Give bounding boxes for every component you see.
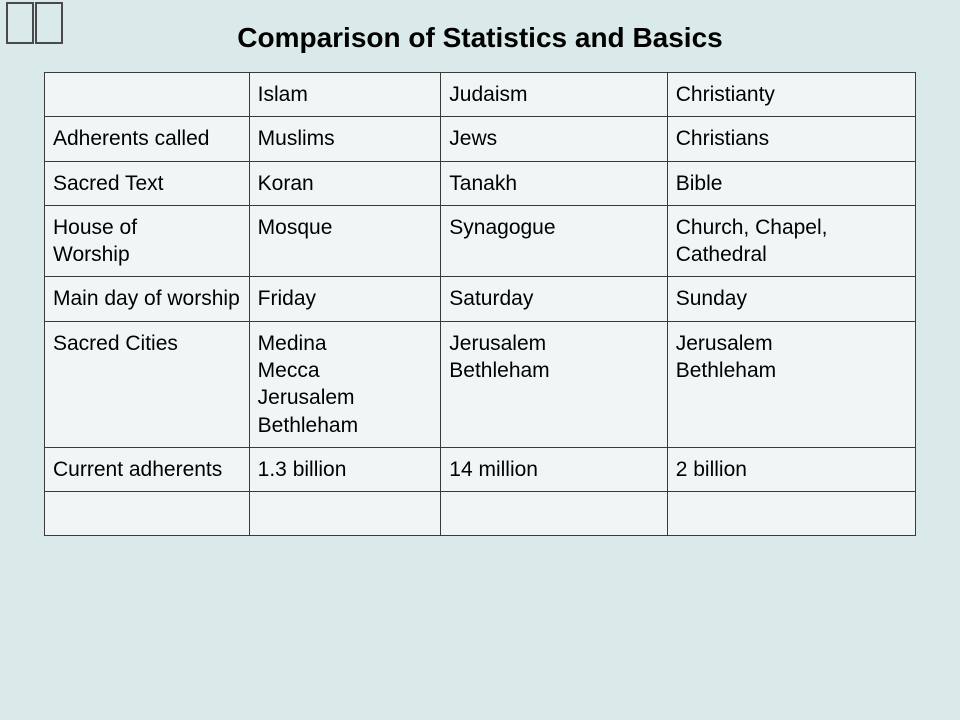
header-islam: Islam [249,73,441,117]
header-empty [45,73,250,117]
cell [667,492,915,536]
cell: Muslims [249,117,441,161]
cell: 14 million [441,447,667,491]
table-row: Adherents called Muslims Jews Christians [45,117,916,161]
cell: Tanakh [441,161,667,205]
header-christianity: Christianty [667,73,915,117]
cell [441,492,667,536]
row-label: Sacred Text [45,161,250,205]
table-row-empty [45,492,916,536]
cell: Saturday [441,277,667,321]
cell: Friday [249,277,441,321]
table-row: House of Worship Mosque Synagogue Church… [45,205,916,277]
cell [45,492,250,536]
cell: Sunday [667,277,915,321]
row-label: Adherents called [45,117,250,161]
table-row: Main day of worship Friday Saturday Sund… [45,277,916,321]
table-header-row: Islam Judaism Christianty [45,73,916,117]
comparison-table-container: Islam Judaism Christianty Adherents call… [0,72,960,536]
cell: Jerusalem Bethleham [667,321,915,447]
header-judaism: Judaism [441,73,667,117]
cell: Synagogue [441,205,667,277]
cell: Bible [667,161,915,205]
cell: Mosque [249,205,441,277]
table-row: Sacred Cities Medina Mecca Jerusalem Bet… [45,321,916,447]
table-row: Sacred Text Koran Tanakh Bible [45,161,916,205]
cell: Jews [441,117,667,161]
cell: Koran [249,161,441,205]
cell: Jerusalem Bethleham [441,321,667,447]
row-label: Sacred Cities [45,321,250,447]
cell [249,492,441,536]
cell: 1.3 billion [249,447,441,491]
cell: Medina Mecca Jerusalem Bethleham [249,321,441,447]
row-label: Main day of worship [45,277,250,321]
page-title: Comparison of Statistics and Basics [0,0,960,72]
comparison-table: Islam Judaism Christianty Adherents call… [44,72,916,536]
cell: 2 billion [667,447,915,491]
table-row: Current adherents 1.3 billion 14 million… [45,447,916,491]
cell: Christians [667,117,915,161]
corner-icon [6,2,64,44]
row-label: House of Worship [45,205,250,277]
cell: Church, Chapel, Cathedral [667,205,915,277]
row-label: Current adherents [45,447,250,491]
